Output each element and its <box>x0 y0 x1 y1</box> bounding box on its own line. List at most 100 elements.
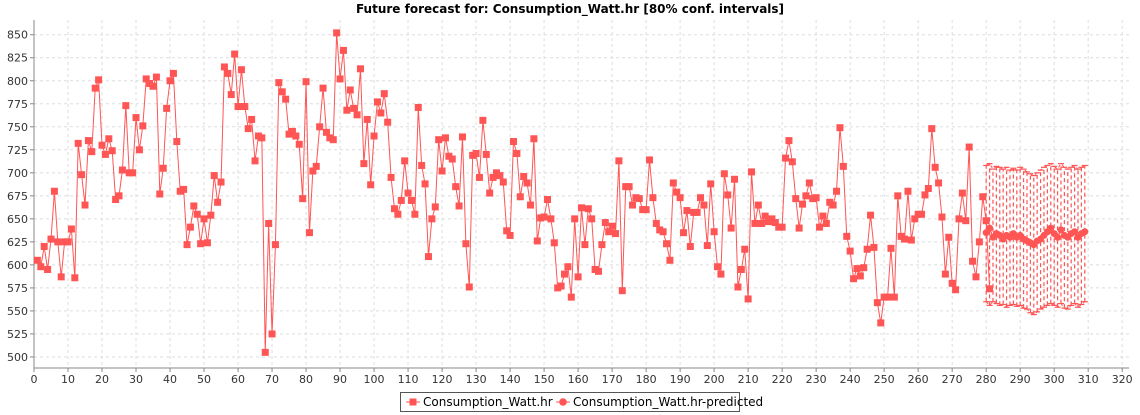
observed-point <box>360 160 368 168</box>
observed-point <box>248 115 256 123</box>
observed-point <box>741 245 749 253</box>
x-tick-label: 150 <box>534 373 555 386</box>
observed-point <box>159 164 167 172</box>
observed-point <box>550 239 558 247</box>
observed-point <box>887 244 895 252</box>
observed-point <box>843 232 851 240</box>
observed-point <box>771 219 779 227</box>
x-tick-label: 270 <box>942 373 963 386</box>
observed-point <box>309 167 317 175</box>
observed-point <box>782 154 790 162</box>
observed-point <box>894 192 902 200</box>
x-tick-label: 110 <box>398 373 419 386</box>
observed-point <box>836 124 844 132</box>
observed-point <box>557 282 565 290</box>
observed-point <box>907 236 915 244</box>
observed-point <box>316 123 324 131</box>
observed-point <box>533 237 541 245</box>
observed-point <box>829 201 837 209</box>
observed-point <box>673 188 681 196</box>
upper-bound-line <box>985 162 1086 177</box>
observed-point <box>152 73 160 81</box>
observed-point <box>853 265 861 273</box>
observed-point <box>509 138 517 146</box>
observed-point <box>669 179 677 187</box>
observed-point <box>646 156 654 164</box>
observed-point <box>499 178 507 186</box>
observed-point <box>251 157 259 165</box>
observed-point <box>724 191 732 199</box>
observed-point <box>710 228 718 236</box>
observed-point <box>452 183 460 191</box>
x-tick-label: 160 <box>568 373 589 386</box>
x-tick-label: 50 <box>197 373 211 386</box>
observed-point <box>731 175 739 183</box>
observed-point <box>33 256 41 264</box>
observed-point <box>666 256 674 264</box>
observed-point <box>530 135 538 143</box>
observed-point <box>693 208 701 216</box>
observed-point <box>132 114 140 122</box>
observed-point <box>203 239 211 247</box>
observed-point <box>707 180 715 188</box>
observed-point <box>727 224 735 232</box>
observed-point <box>924 184 932 192</box>
observed-point <box>918 210 926 218</box>
observed-point <box>377 109 385 117</box>
y-tick-label: 775 <box>7 98 28 111</box>
x-tick-label: 230 <box>806 373 827 386</box>
observed-point <box>605 228 613 236</box>
x-tick-label: 180 <box>636 373 657 386</box>
observed-point <box>543 196 551 204</box>
observed-point <box>278 88 286 96</box>
observed-point <box>207 211 215 219</box>
observed-point <box>816 223 824 231</box>
observed-point <box>37 263 45 271</box>
observed-point <box>969 257 977 265</box>
observed-point <box>465 283 473 291</box>
observed-point <box>778 223 786 231</box>
observed-point <box>329 136 337 144</box>
observed-point <box>479 116 487 124</box>
y-tick-label: 625 <box>7 236 28 249</box>
observed-point <box>890 293 898 301</box>
observed-point <box>431 203 439 211</box>
observed-point <box>928 125 936 133</box>
observed-point <box>703 242 711 250</box>
observed-point <box>186 223 194 231</box>
legend: Consumption_Watt.hr Consumption_Watt.hr-… <box>400 392 763 412</box>
observed-point <box>697 194 705 202</box>
observed-point <box>237 66 245 74</box>
observed-point <box>135 146 143 154</box>
observed-point <box>180 185 188 193</box>
x-tick-label: 10 <box>61 373 75 386</box>
legend-marker-observed <box>406 398 420 406</box>
observed-point <box>190 202 198 210</box>
observed-point <box>353 111 361 119</box>
observed-point <box>197 240 205 248</box>
observed-point <box>901 235 909 243</box>
observed-point <box>965 143 973 151</box>
observed-point <box>210 172 218 180</box>
observed-point <box>112 196 120 204</box>
observed-point <box>931 163 939 171</box>
observed-point <box>873 299 881 307</box>
y-tick-label: 650 <box>7 213 28 226</box>
observed-point <box>584 205 592 213</box>
observed-point <box>421 180 429 188</box>
observed-point <box>649 194 657 202</box>
x-tick-label: 30 <box>129 373 143 386</box>
observed-point <box>458 133 466 141</box>
observed-point <box>370 132 378 140</box>
observed-point <box>792 195 800 203</box>
observed-point <box>288 127 296 135</box>
observed-point <box>822 219 830 227</box>
observed-point <box>938 213 946 221</box>
observed-point <box>129 169 137 177</box>
observed-point <box>615 157 623 165</box>
observed-point <box>945 233 953 241</box>
observed-point <box>581 241 589 249</box>
observed-point <box>884 293 892 301</box>
y-tick-label: 850 <box>7 29 28 42</box>
